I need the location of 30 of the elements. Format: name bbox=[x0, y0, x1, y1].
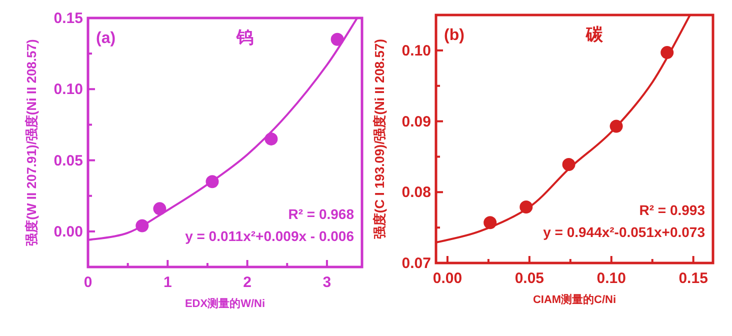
x-tick-label: 0.00 bbox=[432, 270, 462, 287]
x-tick-label: 3 bbox=[322, 274, 332, 291]
annotation: y = 0.011x²+0.009x - 0.006 bbox=[185, 228, 354, 244]
y-axis-title: 强度(W II 207.91)/强度(Ni II 208.57) bbox=[24, 39, 39, 246]
annotation: (b) bbox=[444, 27, 464, 44]
annotation: y = 0.944x²-0.051x+0.073 bbox=[543, 224, 706, 240]
x-tick-label: 1 bbox=[163, 274, 172, 291]
y-tick-label: 0.09 bbox=[402, 113, 431, 130]
x-tick-label: 0.05 bbox=[514, 270, 544, 287]
y-tick-label: 0.07 bbox=[402, 255, 431, 272]
x-tick-label: 0.10 bbox=[596, 270, 626, 287]
x-axis-title: EDX测量的W/Ni bbox=[184, 297, 266, 310]
annotation: R² = 0.993 bbox=[639, 202, 706, 218]
annotation: R² = 0.968 bbox=[288, 206, 354, 222]
y-tick-label: 0.10 bbox=[402, 42, 431, 60]
y-tick-label: 0.10 bbox=[54, 81, 83, 98]
y-tick-label: 0.08 bbox=[402, 184, 431, 202]
x-tick-label: 0.15 bbox=[678, 270, 708, 287]
y-tick-label: 0.15 bbox=[54, 10, 83, 27]
x-tick-label: 2 bbox=[243, 274, 252, 291]
y-tick-label: 0.05 bbox=[54, 152, 83, 170]
point bbox=[330, 32, 344, 46]
x-axis-title: CIAM测量的C/Ni bbox=[532, 293, 616, 306]
y-tick-label: 0.00 bbox=[54, 223, 83, 240]
point bbox=[153, 202, 166, 216]
text: 碳 bbox=[585, 25, 604, 44]
annotation: (a) bbox=[96, 30, 116, 47]
y-axis-title: 强度(C I 193.09)/强度(Ni II 208.57) bbox=[372, 38, 387, 240]
x-tick-label: 0 bbox=[84, 274, 92, 291]
text: 钨 bbox=[236, 28, 254, 47]
